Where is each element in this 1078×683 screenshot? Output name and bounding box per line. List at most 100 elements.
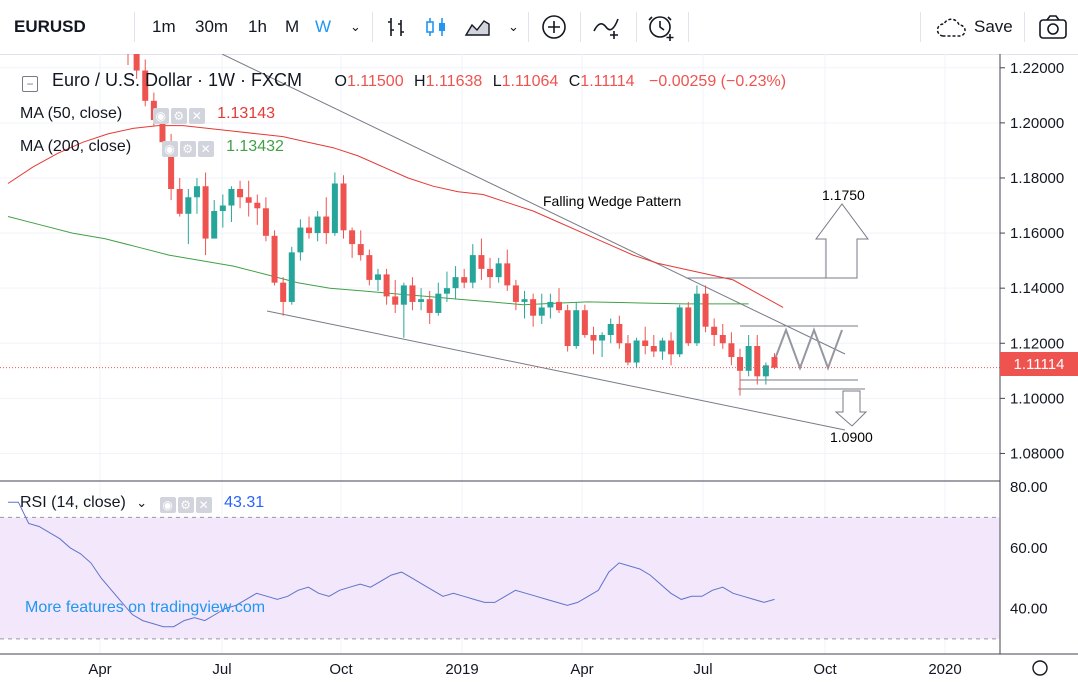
candle-body[interactable] bbox=[211, 211, 218, 239]
candle-body[interactable] bbox=[443, 288, 450, 294]
candle-body[interactable] bbox=[469, 255, 476, 283]
candle-body[interactable] bbox=[771, 357, 778, 368]
area-chart-style-icon[interactable] bbox=[464, 15, 490, 39]
candle-body[interactable] bbox=[702, 293, 709, 327]
close-icon[interactable]: ✕ bbox=[197, 141, 214, 157]
candle-body[interactable] bbox=[556, 301, 562, 311]
candlestick-series[interactable] bbox=[125, 54, 778, 396]
candle-body[interactable] bbox=[418, 299, 425, 302]
compare-symbol-icon[interactable] bbox=[592, 13, 622, 41]
candle-body[interactable] bbox=[237, 188, 244, 198]
candle-body[interactable] bbox=[754, 346, 761, 377]
candle-body[interactable] bbox=[512, 285, 519, 302]
candle-body[interactable] bbox=[573, 310, 580, 347]
camera-snapshot-icon[interactable] bbox=[1038, 14, 1068, 40]
candle-body[interactable] bbox=[228, 188, 235, 206]
tradingview-watermark[interactable]: More features on tradingview.com bbox=[25, 599, 265, 616]
candle-body[interactable] bbox=[487, 268, 494, 278]
candle-body[interactable] bbox=[530, 299, 537, 316]
candle-body[interactable] bbox=[306, 227, 313, 234]
chart-canvas[interactable]: 1.22000 1.20000 1.18000 1.16000 1.14000 1.120… bbox=[0, 54, 1078, 683]
candle-body[interactable] bbox=[711, 326, 718, 335]
candle-body[interactable] bbox=[676, 307, 683, 355]
candle-body[interactable] bbox=[288, 252, 295, 302]
candle-body[interactable] bbox=[762, 365, 769, 377]
candle-body[interactable] bbox=[400, 285, 407, 305]
candle-body[interactable] bbox=[142, 70, 149, 101]
candle-body[interactable] bbox=[323, 216, 330, 234]
candle-body[interactable] bbox=[262, 208, 269, 236]
candles-style-icon[interactable] bbox=[424, 15, 448, 39]
candle-body[interactable] bbox=[461, 277, 468, 283]
candle-body[interactable] bbox=[745, 346, 752, 371]
eye-icon[interactable]: ◉ bbox=[161, 141, 178, 157]
upside-target-arrow[interactable] bbox=[815, 203, 869, 279]
close-icon[interactable]: ✕ bbox=[195, 497, 212, 513]
candle-body[interactable] bbox=[435, 293, 442, 313]
downside-target-arrow[interactable] bbox=[834, 390, 868, 427]
candle-body[interactable] bbox=[357, 244, 364, 256]
candle-body[interactable] bbox=[547, 301, 554, 308]
candle-body[interactable] bbox=[133, 54, 140, 71]
candle-body[interactable] bbox=[616, 323, 623, 344]
candle-body[interactable] bbox=[366, 255, 373, 280]
interval-month-button[interactable]: M bbox=[285, 17, 300, 36]
candle-body[interactable] bbox=[219, 205, 226, 212]
cloud-save-icon[interactable] bbox=[935, 17, 971, 39]
candle-body[interactable] bbox=[245, 197, 252, 203]
candle-body[interactable] bbox=[642, 340, 649, 347]
wedge-lower-trendline[interactable] bbox=[266, 310, 846, 431]
chart-style-dropdown-chevron-icon[interactable]: ⌄ bbox=[508, 19, 519, 34]
candle-body[interactable] bbox=[452, 277, 459, 289]
candle-body[interactable] bbox=[254, 202, 261, 209]
candle-body[interactable] bbox=[737, 357, 744, 371]
candle-body[interactable] bbox=[590, 334, 597, 341]
interval-1m-button[interactable]: 1m bbox=[152, 17, 176, 36]
candle-body[interactable] bbox=[564, 310, 571, 347]
interval-1h-button[interactable]: 1h bbox=[248, 17, 267, 36]
candle-body[interactable] bbox=[426, 299, 433, 313]
candle-body[interactable] bbox=[538, 307, 545, 316]
candle-body[interactable] bbox=[719, 334, 726, 344]
zigzag-projection[interactable] bbox=[771, 327, 843, 371]
gear-icon[interactable]: ⚙ bbox=[177, 497, 194, 513]
collapse-legend-icon[interactable]: − bbox=[22, 76, 38, 92]
candle-body[interactable] bbox=[685, 307, 692, 344]
candle-body[interactable] bbox=[624, 343, 631, 363]
candle-body[interactable] bbox=[392, 296, 399, 305]
candle-body[interactable] bbox=[176, 188, 183, 214]
candle-body[interactable] bbox=[693, 293, 700, 344]
candle-body[interactable] bbox=[280, 282, 287, 302]
candle-body[interactable] bbox=[607, 323, 614, 335]
candle-body[interactable] bbox=[383, 274, 390, 297]
rsi-axis[interactable]: 80.00 60.00 40.00 bbox=[1010, 479, 1048, 617]
candle-body[interactable] bbox=[599, 334, 606, 341]
candle-body[interactable] bbox=[159, 120, 166, 143]
candle-body[interactable] bbox=[581, 310, 588, 335]
candle-body[interactable] bbox=[168, 142, 175, 189]
rsi-chevron-icon[interactable]: ⌄ bbox=[136, 495, 148, 510]
candle-body[interactable] bbox=[633, 340, 640, 363]
interval-dropdown-chevron-icon[interactable]: ⌄ bbox=[350, 19, 361, 34]
save-button[interactable]: Save bbox=[974, 17, 1013, 36]
gear-icon[interactable]: ⚙ bbox=[170, 108, 187, 124]
candle-body[interactable] bbox=[349, 230, 356, 245]
candle-body[interactable] bbox=[185, 197, 192, 214]
bar-chart-style-icon[interactable] bbox=[386, 15, 410, 39]
candle-body[interactable] bbox=[521, 299, 528, 302]
candle-body[interactable] bbox=[331, 183, 338, 234]
candle-body[interactable] bbox=[202, 186, 209, 239]
close-icon[interactable]: ✕ bbox=[188, 108, 205, 124]
candle-body[interactable] bbox=[409, 285, 416, 302]
candle-body[interactable] bbox=[668, 340, 675, 355]
eye-icon[interactable]: ◉ bbox=[152, 108, 169, 124]
candle-body[interactable] bbox=[374, 274, 381, 280]
alert-clock-icon[interactable] bbox=[646, 12, 676, 42]
price-axis[interactable]: 1.22000 1.20000 1.18000 1.16000 1.14000 1.120… bbox=[1000, 60, 1064, 463]
candle-body[interactable] bbox=[495, 263, 502, 278]
interval-week-button[interactable]: W bbox=[315, 17, 332, 36]
gear-icon[interactable]: ⚙ bbox=[179, 141, 196, 157]
interval-30m-button[interactable]: 30m bbox=[195, 17, 229, 36]
add-indicator-icon[interactable] bbox=[540, 13, 568, 41]
candle-body[interactable] bbox=[650, 346, 657, 352]
